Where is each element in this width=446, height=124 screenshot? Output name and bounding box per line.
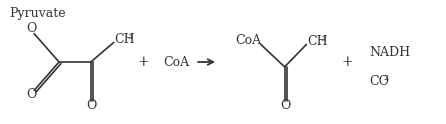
Text: NADH: NADH xyxy=(369,46,410,59)
Text: Pyruvate: Pyruvate xyxy=(9,7,66,20)
Text: O: O xyxy=(281,99,291,112)
Text: CoA: CoA xyxy=(163,56,190,68)
Text: CO: CO xyxy=(369,75,389,88)
Text: 3: 3 xyxy=(128,33,133,41)
Text: O: O xyxy=(26,22,37,35)
Text: +: + xyxy=(138,55,149,69)
Text: 2: 2 xyxy=(383,74,388,82)
Text: 3: 3 xyxy=(320,35,326,43)
Text: O: O xyxy=(26,88,37,101)
Text: CH: CH xyxy=(307,35,328,48)
Text: CoA: CoA xyxy=(235,34,261,47)
Text: O: O xyxy=(87,99,97,112)
Text: +: + xyxy=(341,55,353,69)
Text: CH: CH xyxy=(115,33,135,46)
